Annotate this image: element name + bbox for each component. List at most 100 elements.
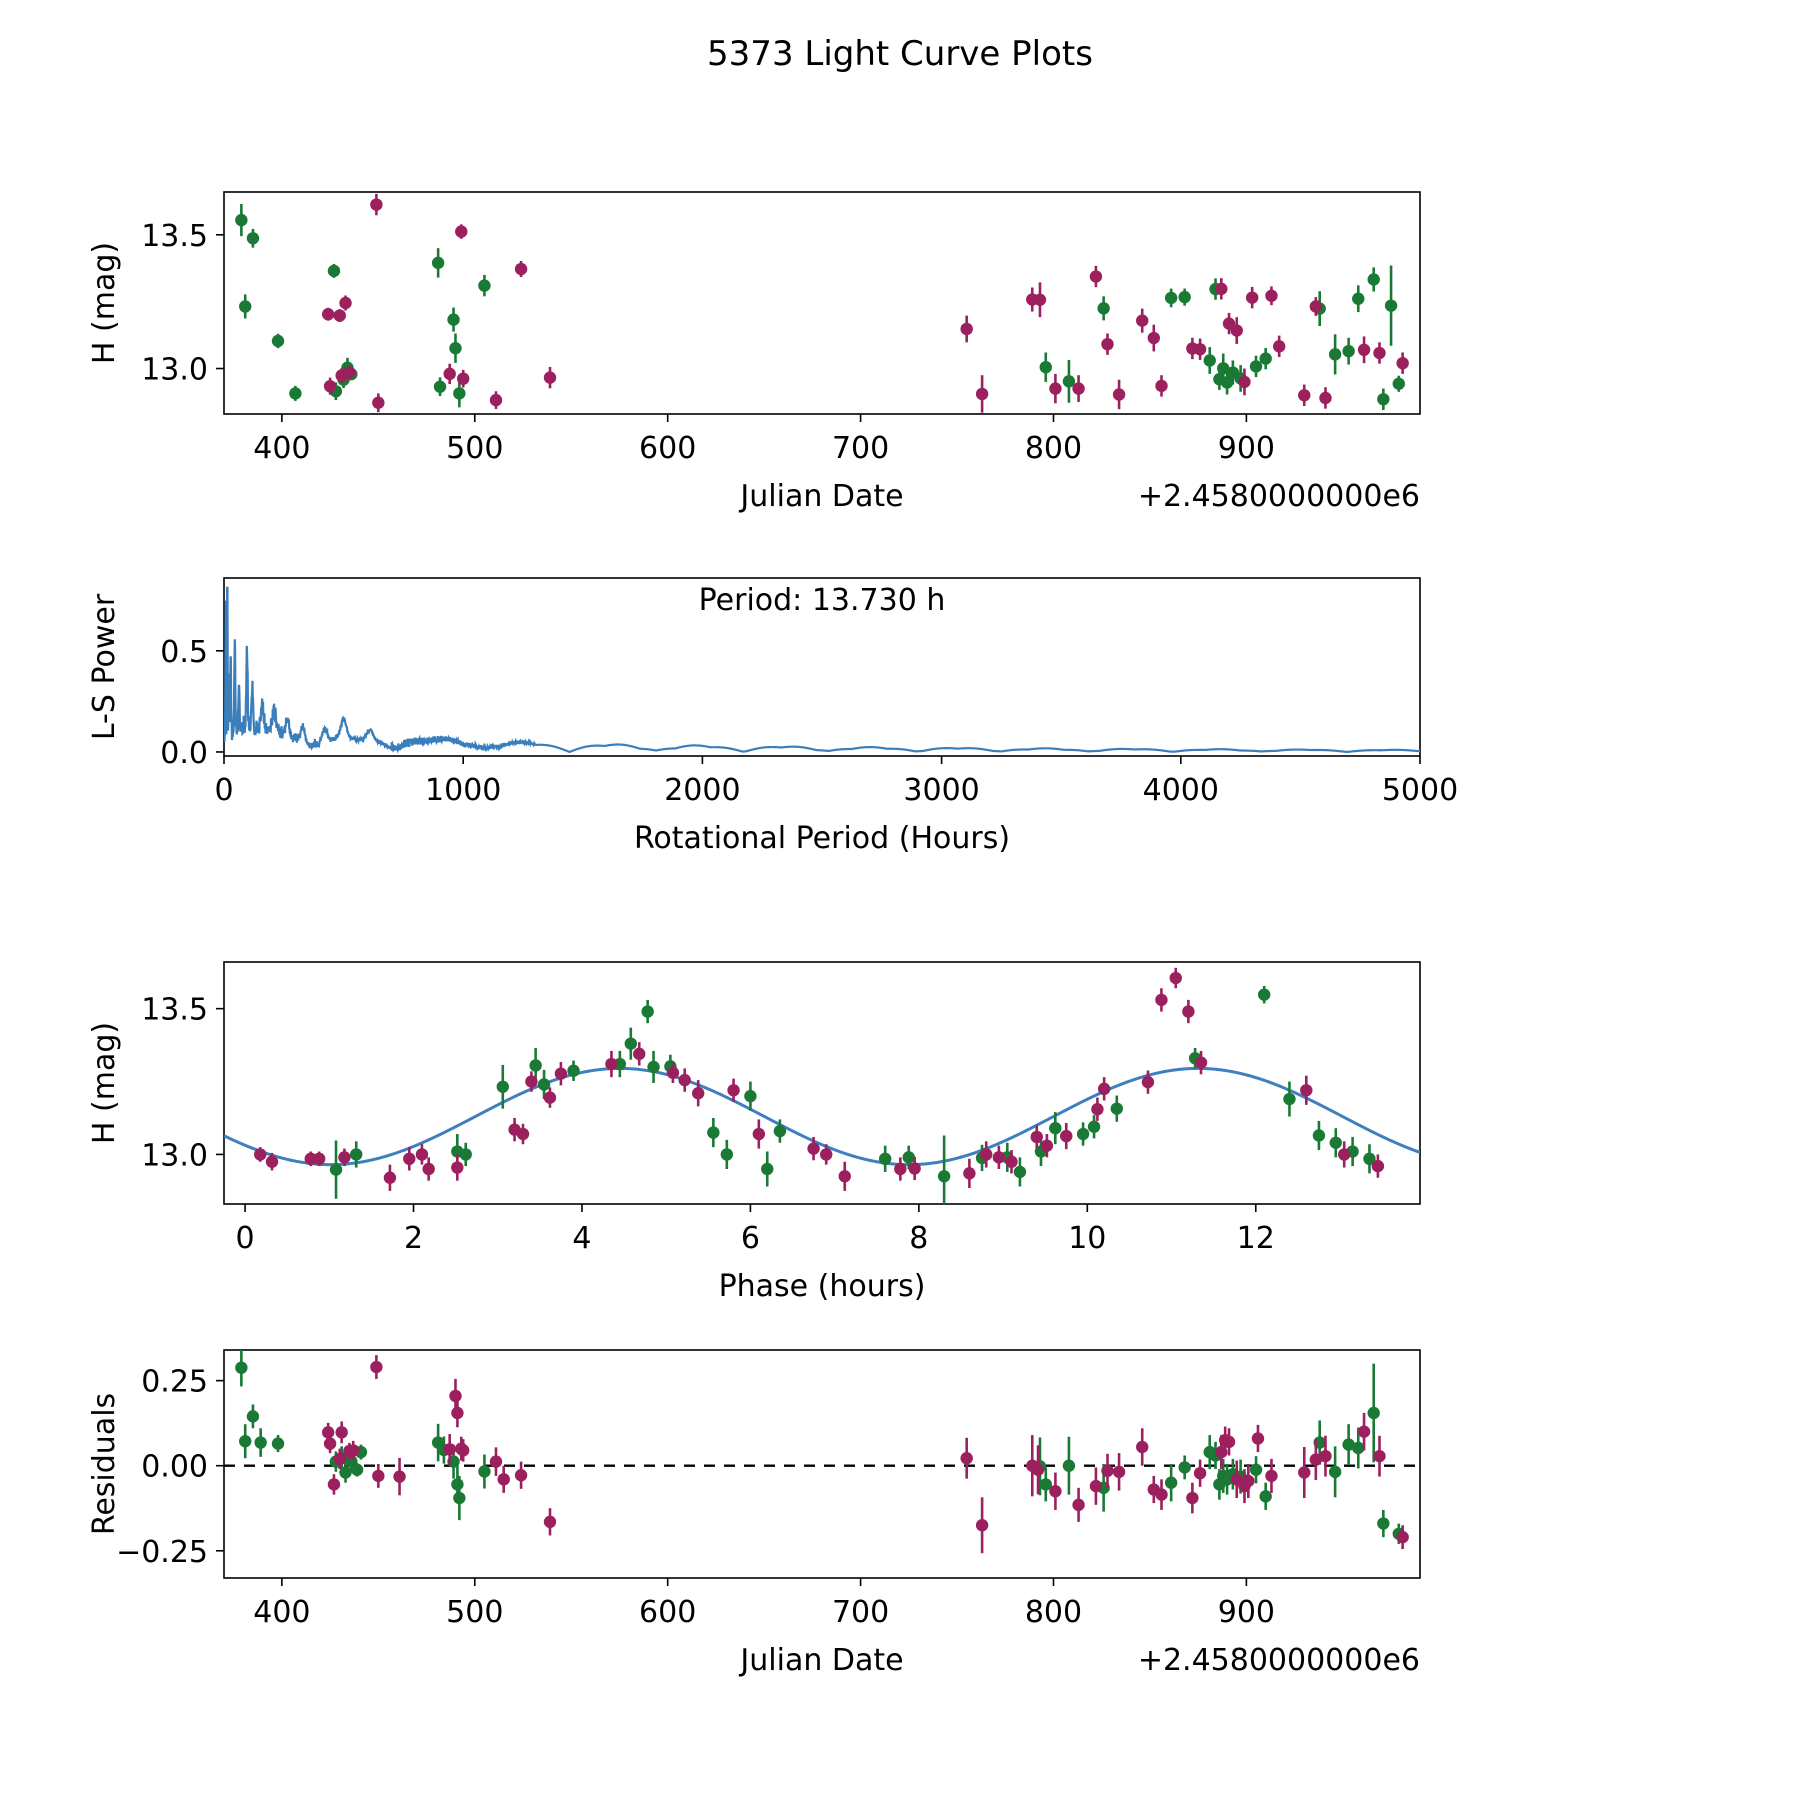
data-point — [937, 1170, 951, 1183]
data-point — [1182, 1005, 1195, 1018]
data-point — [1089, 1479, 1103, 1493]
data-point — [1377, 393, 1390, 406]
data-point — [678, 1073, 691, 1087]
x-tick-label: 600 — [639, 431, 696, 466]
data-point — [1097, 302, 1110, 315]
data-point — [246, 1410, 260, 1423]
x-offset-label: +2.4580000000e6 — [1138, 1643, 1420, 1678]
x-tick-label: 800 — [1025, 1595, 1082, 1630]
data-point — [339, 1466, 352, 1479]
data-point — [451, 1406, 464, 1420]
data-point — [350, 1463, 364, 1476]
data-point — [289, 387, 302, 400]
data-point — [496, 1080, 509, 1093]
data-point — [1178, 290, 1191, 304]
x-tick-label: 2000 — [664, 773, 740, 808]
data-point — [323, 379, 337, 393]
data-series-green — [235, 204, 1405, 410]
axes-frame — [223, 191, 1421, 415]
data-point — [1155, 379, 1168, 393]
axes-frame — [223, 961, 1421, 1205]
period-annotation: Period: 13.730 h — [699, 583, 946, 618]
y-tick-label: 13.0 — [141, 353, 208, 388]
data-point — [820, 1148, 833, 1161]
data-point — [1062, 1459, 1076, 1472]
data-point — [975, 1519, 989, 1532]
data-point — [1049, 1121, 1062, 1135]
data-point — [908, 1162, 921, 1175]
x-axis-label: Julian Date — [738, 1643, 903, 1678]
data-point — [529, 1059, 542, 1072]
data-point — [1049, 1485, 1062, 1498]
data-point — [1033, 293, 1047, 306]
data-point — [1110, 1102, 1123, 1115]
data-point — [666, 1066, 680, 1079]
data-point — [1060, 1129, 1073, 1143]
data-point — [478, 279, 491, 292]
data-series-green — [329, 985, 1376, 1204]
data-point — [1040, 1139, 1054, 1152]
data-point — [1101, 337, 1114, 351]
data-point — [246, 232, 260, 245]
y-tick-label: 13.0 — [141, 1138, 208, 1173]
data-point — [350, 1148, 363, 1161]
data-point — [239, 1435, 252, 1448]
data-point — [1112, 1465, 1126, 1479]
data-point — [447, 313, 460, 326]
data-point — [1031, 1463, 1045, 1476]
data-point — [567, 1064, 580, 1077]
data-point — [1337, 1148, 1351, 1161]
data-point — [312, 1152, 326, 1166]
data-point — [1342, 344, 1355, 358]
data-point — [1155, 993, 1168, 1007]
x-tick-label: 3000 — [903, 773, 979, 808]
panel-lightcurve: 400 500 600 700 800 900 13.5 13.0 Julian Date H (… — [87, 191, 1421, 514]
data-point — [265, 1155, 279, 1168]
data-point — [1319, 391, 1332, 405]
y-tick-label: 0.5 — [160, 635, 208, 670]
data-point — [1136, 1440, 1149, 1454]
data-point — [543, 371, 557, 384]
figure-title: 5373 Light Curve Plots — [707, 34, 1093, 74]
x-tick-label: 900 — [1218, 431, 1275, 466]
periodogram-curve — [224, 586, 1420, 754]
data-point — [321, 1426, 335, 1439]
data-point — [1049, 382, 1062, 395]
y-tick-label: −0.25 — [116, 1535, 208, 1570]
data-point — [514, 1469, 528, 1482]
data-point — [1178, 1461, 1191, 1474]
x-axis-label: Phase (hours) — [719, 1269, 926, 1304]
data-point — [489, 393, 503, 407]
x-tick-label: 5000 — [1382, 773, 1458, 808]
data-point — [1089, 270, 1103, 283]
data-point — [343, 366, 356, 379]
data-point — [1215, 282, 1228, 296]
data-point — [1377, 1517, 1390, 1530]
data-point — [451, 1161, 464, 1174]
x-tick-label: 10 — [1068, 1221, 1106, 1256]
data-point — [633, 1047, 646, 1061]
data-point — [393, 1470, 406, 1483]
data-point — [1013, 1165, 1027, 1179]
data-point — [1112, 388, 1126, 401]
data-point — [1257, 988, 1271, 1001]
data-point — [443, 367, 456, 381]
data-point — [1076, 1127, 1090, 1141]
y-tick-label: 13.5 — [141, 993, 208, 1028]
data-point — [1230, 324, 1243, 337]
y-tick-label: 13.5 — [141, 219, 208, 254]
data-point — [453, 387, 466, 400]
x-tick-label: 400 — [253, 431, 310, 466]
data-point — [333, 1452, 346, 1466]
axes-frame — [223, 1349, 1421, 1579]
data-point — [455, 225, 468, 238]
data-point — [329, 1163, 343, 1176]
axes-frame — [223, 577, 1421, 757]
data-point — [1392, 377, 1405, 390]
data-point — [1005, 1155, 1018, 1168]
data-point — [720, 1148, 734, 1161]
x-tick-label: 12 — [1237, 1221, 1275, 1256]
data-point — [1328, 348, 1342, 361]
data-point — [489, 1455, 503, 1468]
data-point — [1249, 1463, 1263, 1476]
